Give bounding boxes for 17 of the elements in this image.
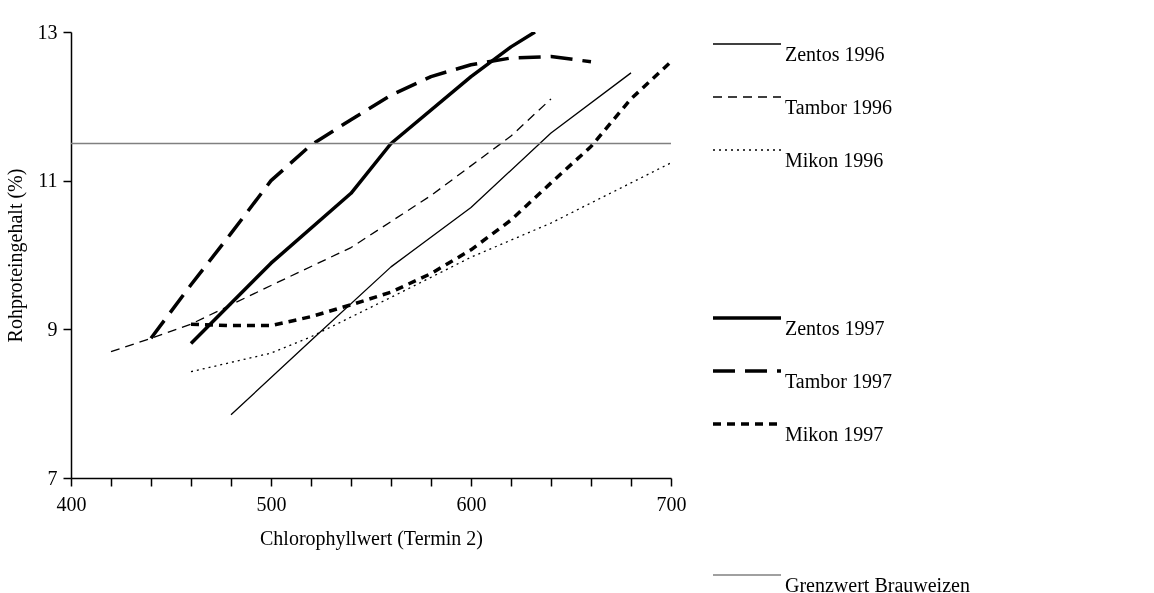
y-tick-label: 7 <box>47 466 58 489</box>
legend-label: Tambor 1996 <box>785 96 892 118</box>
x-tick-label: 500 <box>256 492 287 515</box>
x-axis-title: Chlorophyllwert (Termin 2) <box>260 526 483 550</box>
y-tick-label: 13 <box>37 20 58 43</box>
legend-label: Mikon 1997 <box>785 423 884 445</box>
x-tick-label: 700 <box>656 492 687 515</box>
y-tick-label: 11 <box>38 169 58 192</box>
x-tick-label: 400 <box>56 492 87 515</box>
legend-label: Tambor 1997 <box>785 370 892 392</box>
y-tick-label: 9 <box>47 317 58 340</box>
legend-label: Grenzwert Brauweizen <box>785 574 970 593</box>
y-axis-title: Rohproteingehalt (%) <box>3 168 27 343</box>
legend-label: Zentos 1996 <box>785 43 885 65</box>
x-tick-label: 600 <box>456 492 487 515</box>
legend-label: Mikon 1996 <box>785 149 884 171</box>
legend-label: Zentos 1997 <box>785 317 885 339</box>
